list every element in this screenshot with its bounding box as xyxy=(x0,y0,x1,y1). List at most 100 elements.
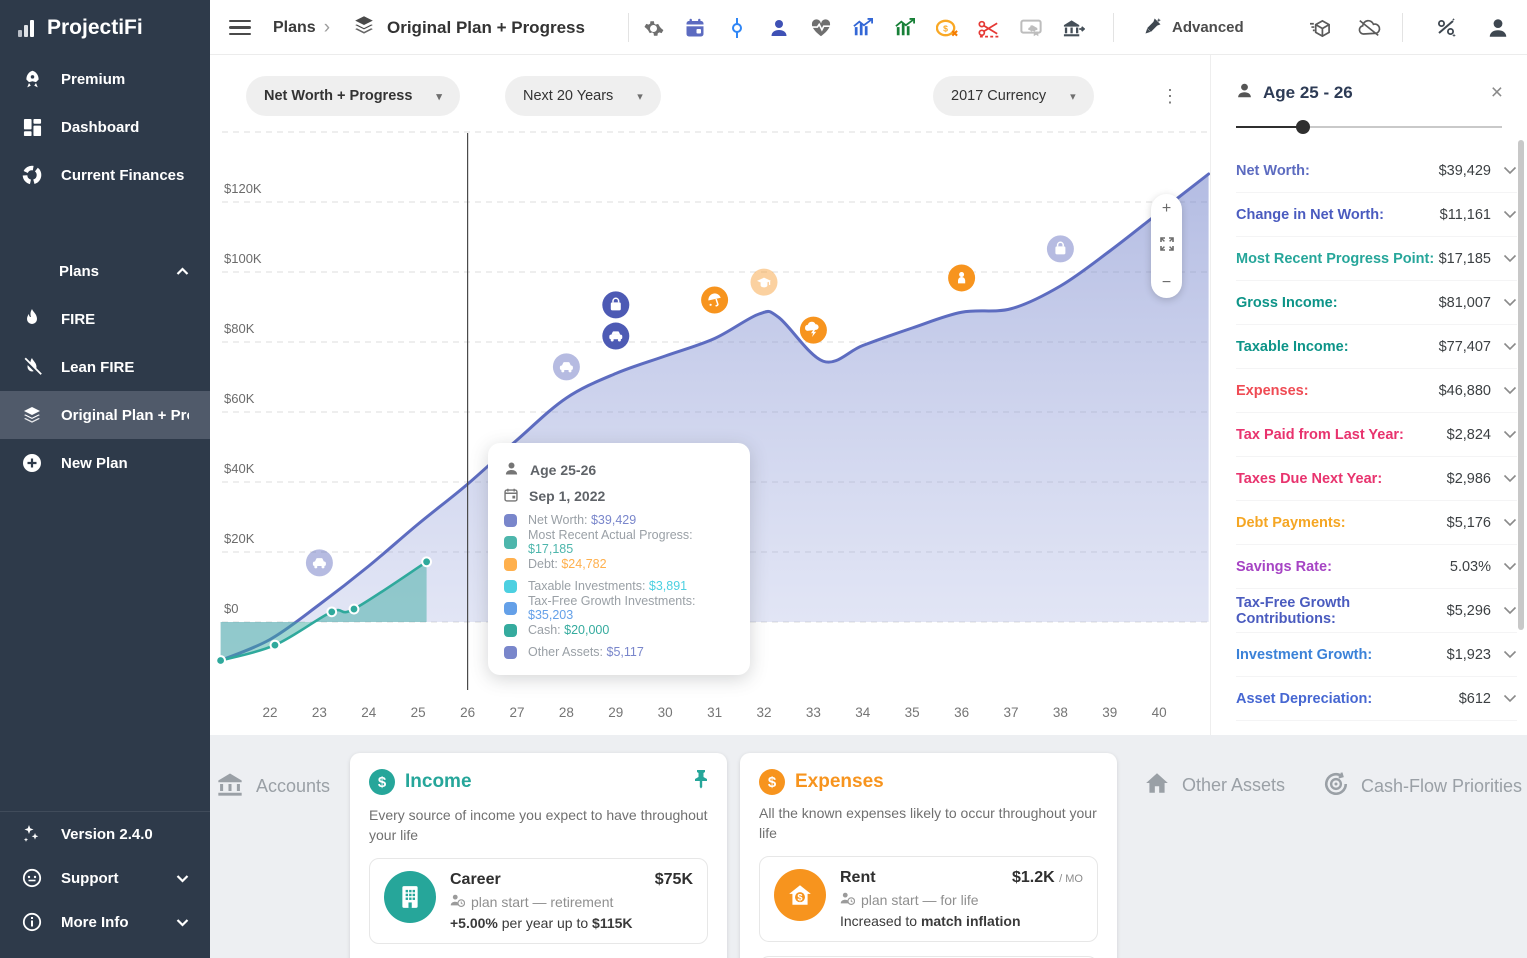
svg-text:$20K: $20K xyxy=(224,531,255,546)
svg-text:37: 37 xyxy=(1003,705,1018,720)
goal-marker-umbrella-icon xyxy=(701,286,729,314)
legend-swatch xyxy=(504,645,517,659)
sidebar-item-current-finances[interactable]: Current Finances xyxy=(0,151,210,199)
tab-accounts[interactable]: Accounts xyxy=(216,771,330,802)
hamburger-menu-button[interactable] xyxy=(227,0,253,55)
chevron-down-icon[interactable] xyxy=(1503,650,1517,659)
details-panel-header: Age 25 - 26 × xyxy=(1211,55,1527,111)
chevron-up-icon xyxy=(176,263,189,280)
sidebar-item-version[interactable]: Version 2.4.0 xyxy=(0,812,210,856)
chevron-down-icon[interactable] xyxy=(1503,694,1517,703)
metric-row[interactable]: Debt Payments: $5,176 xyxy=(1236,501,1517,545)
metric-value: $2,824 xyxy=(1446,426,1491,443)
chevron-down-icon[interactable] xyxy=(1503,166,1517,175)
calendar-icon[interactable] xyxy=(683,16,707,40)
metric-row[interactable]: Taxable Income: $77,407 xyxy=(1236,325,1517,369)
slider-handle[interactable] xyxy=(1295,120,1310,134)
income-item-career[interactable]: Career $75K plan start — retirement +5.0… xyxy=(369,857,708,944)
metric-value: 5.03% xyxy=(1449,558,1491,575)
sidebar-section-plans[interactable]: Plans xyxy=(0,247,210,295)
metric-row[interactable]: Expenses: $46,880 xyxy=(1236,369,1517,413)
person-icon[interactable] xyxy=(767,16,791,40)
sidebar-item-new-plan[interactable]: New Plan xyxy=(0,439,210,487)
metric-value: 2 xyxy=(1483,735,1491,736)
currency-dropdown[interactable]: 2017 Currency ▾ xyxy=(933,76,1094,116)
chart-green-icon[interactable] xyxy=(893,16,917,40)
tab-cashflow-priorities[interactable]: Cash-Flow Priorities xyxy=(1323,771,1522,802)
cloud-off-icon[interactable] xyxy=(1357,16,1381,40)
metric-row[interactable]: Savings Rate: 5.03% xyxy=(1236,545,1517,589)
tooltip-date-row: Sep 1, 2022 xyxy=(504,483,734,509)
tooltip-item-text: Debt: $24,782 xyxy=(528,557,607,571)
sidebar-item-lean-fire[interactable]: Lean FIRE xyxy=(0,343,210,391)
fullscreen-button[interactable] xyxy=(1159,237,1174,255)
expenses-title: Expenses xyxy=(795,771,884,792)
metric-row[interactable]: Tax Paid from Last Year: $2,824 xyxy=(1236,413,1517,457)
metric-row[interactable]: Tax-Free Growth Contributions: $5,296 xyxy=(1236,589,1517,633)
networth-chart[interactable]: $0 $20K $40K $60K $80K $100K $120K 22 23 24 25 26 27… xyxy=(210,55,1210,735)
plus-circle-icon xyxy=(21,452,43,474)
account-icon[interactable] xyxy=(1486,16,1510,40)
metric-row[interactable]: Investment Growth: $1,923 xyxy=(1236,633,1517,677)
chevron-down-icon[interactable] xyxy=(1503,210,1517,219)
sidebar-item-premium[interactable]: Premium xyxy=(0,55,210,103)
bar-chart-logo-icon xyxy=(16,17,38,39)
tab-label: Other Assets xyxy=(1182,775,1286,795)
chart-blue-icon[interactable] xyxy=(851,16,875,40)
certificate-icon[interactable] xyxy=(1019,16,1043,40)
chevron-down-icon[interactable] xyxy=(1503,606,1517,615)
svg-text:$: $ xyxy=(797,892,803,902)
sidebar-item-support[interactable]: Support xyxy=(0,856,210,900)
expense-item-period: / MO xyxy=(1059,872,1083,885)
sidebar-item-fire[interactable]: FIRE xyxy=(0,295,210,343)
chevron-down-icon[interactable] xyxy=(1503,518,1517,527)
age-slider[interactable] xyxy=(1236,119,1502,135)
metric-row[interactable]: Gross Income: $81,007 xyxy=(1236,281,1517,325)
sidebar-item-dashboard[interactable]: Dashboard xyxy=(0,103,210,151)
gear-icon[interactable] xyxy=(641,16,665,40)
chevron-down-icon[interactable] xyxy=(1503,298,1517,307)
breadcrumb-plans[interactable]: Plans xyxy=(273,18,316,36)
tab-other-assets[interactable]: Other Assets xyxy=(1144,771,1285,800)
panel-scrollbar[interactable] xyxy=(1518,140,1524,630)
coin-x-icon[interactable]: $ xyxy=(935,16,959,40)
chevron-down-icon[interactable] xyxy=(1503,474,1517,483)
svg-text:36: 36 xyxy=(954,705,969,720)
zoom-out-button[interactable]: − xyxy=(1161,274,1172,291)
close-icon[interactable]: × xyxy=(1490,81,1503,104)
chevron-down-icon[interactable] xyxy=(1503,254,1517,263)
income-card-header: $ Income xyxy=(369,769,708,795)
breadcrumb[interactable]: Plans › xyxy=(273,0,330,55)
app-logo[interactable]: ProjectiFi xyxy=(0,0,210,55)
chart-menu-kebab[interactable]: ⋮ xyxy=(1161,85,1179,106)
metric-row[interactable]: Taxes Due Next Year: $2,986 xyxy=(1236,457,1517,501)
metric-label: Taxable Income: xyxy=(1236,338,1349,355)
magic-percent-icon[interactable] xyxy=(1434,16,1458,40)
scissors-route-icon[interactable] xyxy=(977,16,1001,40)
git-commit-icon[interactable] xyxy=(725,16,749,40)
zoom-in-button[interactable]: + xyxy=(1161,200,1172,217)
chevron-down-icon[interactable] xyxy=(1503,562,1517,571)
view-dropdown[interactable]: Net Worth + Progress ▾ xyxy=(246,76,460,116)
metric-label: Taxes Due Next Year: xyxy=(1236,470,1383,487)
chevron-down-icon[interactable] xyxy=(1503,386,1517,395)
sidebar-item-more-info[interactable]: More Info xyxy=(0,900,210,944)
tab-label: Cash-Flow Priorities xyxy=(1361,776,1523,796)
bank-arrow-icon[interactable] xyxy=(1061,16,1085,40)
metric-row[interactable]: Asset Depreciation: $612 xyxy=(1236,677,1517,721)
metric-row[interactable]: Most Recent Progress Point: $17,185 xyxy=(1236,237,1517,281)
chevron-down-icon[interactable] xyxy=(1503,342,1517,351)
metric-row[interactable]: Net Worth: $39,429 xyxy=(1236,149,1517,193)
fire-icon xyxy=(21,308,43,330)
cube-icon[interactable] xyxy=(1308,16,1332,40)
svg-text:29: 29 xyxy=(608,705,623,720)
pin-icon[interactable] xyxy=(693,769,709,794)
advanced-toggle[interactable]: Advanced xyxy=(1143,0,1244,55)
heart-pulse-icon[interactable] xyxy=(809,16,833,40)
chevron-down-icon[interactable] xyxy=(1503,430,1517,439)
range-dropdown[interactable]: Next 20 Years ▾ xyxy=(505,76,661,116)
expense-item-rent[interactable]: $ Rent $1.2K / MO plan start — for life … xyxy=(759,855,1098,942)
metric-row[interactable]: Change in Net Worth: $11,161 xyxy=(1236,193,1517,237)
sidebar-item-original-plan[interactable]: Original Plan + Progre... xyxy=(0,391,210,439)
metric-row[interactable]: Completed Goals: 2 xyxy=(1236,721,1517,736)
